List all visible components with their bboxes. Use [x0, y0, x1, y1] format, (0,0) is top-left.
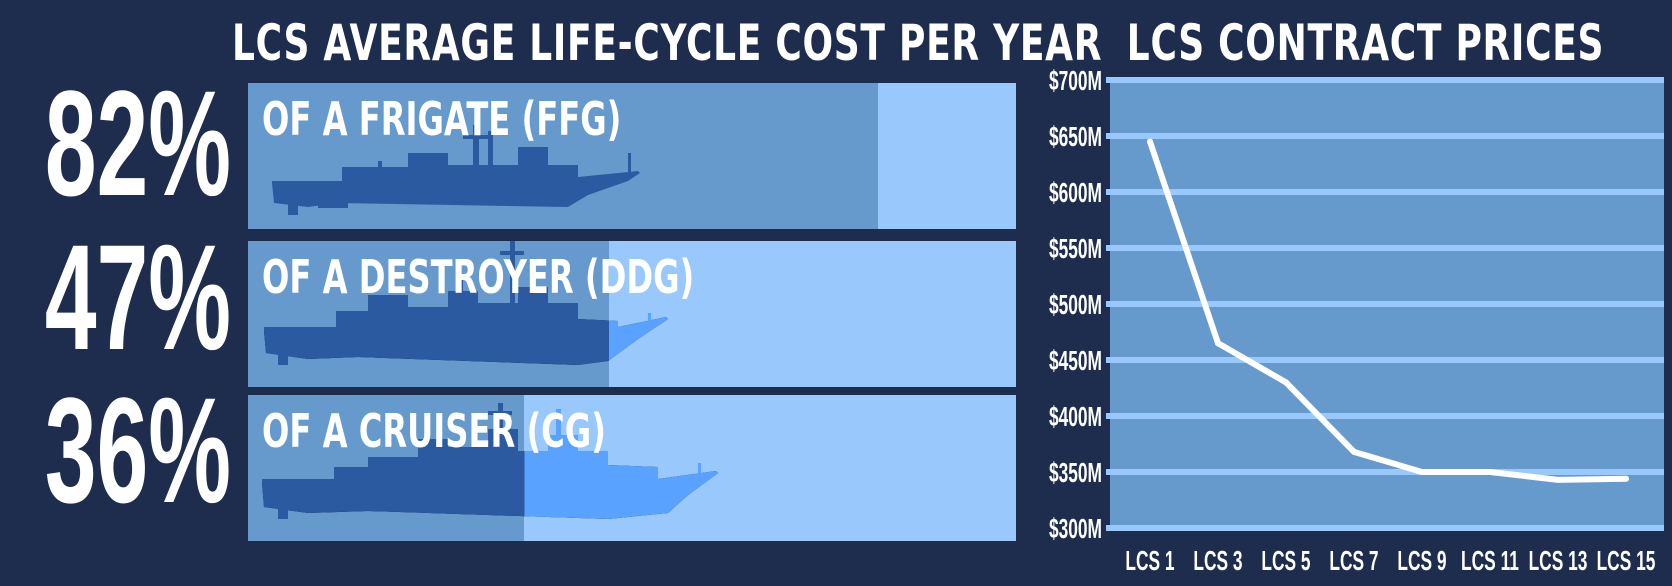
cruiser-bar: OF A CRUISER (CG) [248, 395, 1016, 541]
gridline [1106, 469, 1664, 475]
data-point [1283, 379, 1289, 386]
x-tick-label: LCS 3 [1193, 545, 1242, 576]
price-line [1147, 138, 1629, 483]
lifecycle-cost-title: LCS AVERAGE LIFE-CYCLE COST PER YEAR [232, 14, 1103, 72]
cruiser-percent: 36% [44, 366, 231, 534]
x-tick-label: LCS 1 [1125, 545, 1174, 576]
data-point [1487, 469, 1493, 475]
y-tick-label: $400M [1049, 401, 1102, 432]
gridline [1106, 133, 1664, 139]
frigate-percent: 82% [44, 59, 231, 227]
destroyer-percent: 47% [44, 213, 231, 381]
frigate-bar: OF A FRIGATE (FFG) [248, 83, 1016, 229]
x-tick-label: LCS 13 [1529, 545, 1588, 576]
gridline [1106, 189, 1664, 195]
data-point [1147, 138, 1153, 145]
gridline [1106, 413, 1664, 419]
contract-prices-chart: $300M $350M $400M $450M $500M $550M $600M $650M… [1049, 65, 1664, 576]
x-tick-label: LCS 9 [1397, 545, 1446, 576]
cruiser-silhouette-icon [262, 403, 718, 519]
cruiser-label: OF A CRUISER (CG) [262, 404, 606, 458]
contract-prices-title: LCS CONTRACT PRICES [1126, 14, 1605, 72]
x-tick-label: LCS 11 [1461, 545, 1519, 576]
destroyer-bar: OF A DESTROYER (DDG) [248, 241, 1016, 387]
y-tick-label: $450M [1049, 345, 1102, 376]
gridline [1106, 245, 1664, 251]
x-tick-label: LCS 7 [1329, 545, 1378, 576]
data-point [1555, 476, 1561, 483]
y-tick-label: $600M [1049, 177, 1102, 208]
y-tick-label: $700M [1049, 65, 1102, 96]
y-tick-label: $550M [1049, 233, 1102, 264]
y-tick-label: $500M [1049, 289, 1102, 320]
x-tick-label: LCS 15 [1597, 545, 1656, 576]
gridline [1106, 301, 1664, 307]
x-tick-label: LCS 5 [1261, 545, 1310, 576]
y-tick-label: $350M [1049, 457, 1102, 488]
data-point [1623, 475, 1629, 482]
destroyer-silhouette-icon [264, 241, 668, 365]
gridline [1106, 357, 1664, 363]
gridline [1106, 77, 1664, 83]
data-point [1419, 469, 1425, 475]
frigate-silhouette-icon [272, 125, 640, 215]
destroyer-label: OF A DESTROYER (DDG) [262, 250, 695, 304]
data-point [1351, 448, 1357, 455]
frigate-label: OF A FRIGATE (FFG) [262, 92, 622, 146]
data-point [1215, 340, 1221, 347]
y-tick-label: $300M [1049, 513, 1102, 544]
gridline [1106, 525, 1664, 531]
y-tick-label: $650M [1049, 121, 1102, 152]
